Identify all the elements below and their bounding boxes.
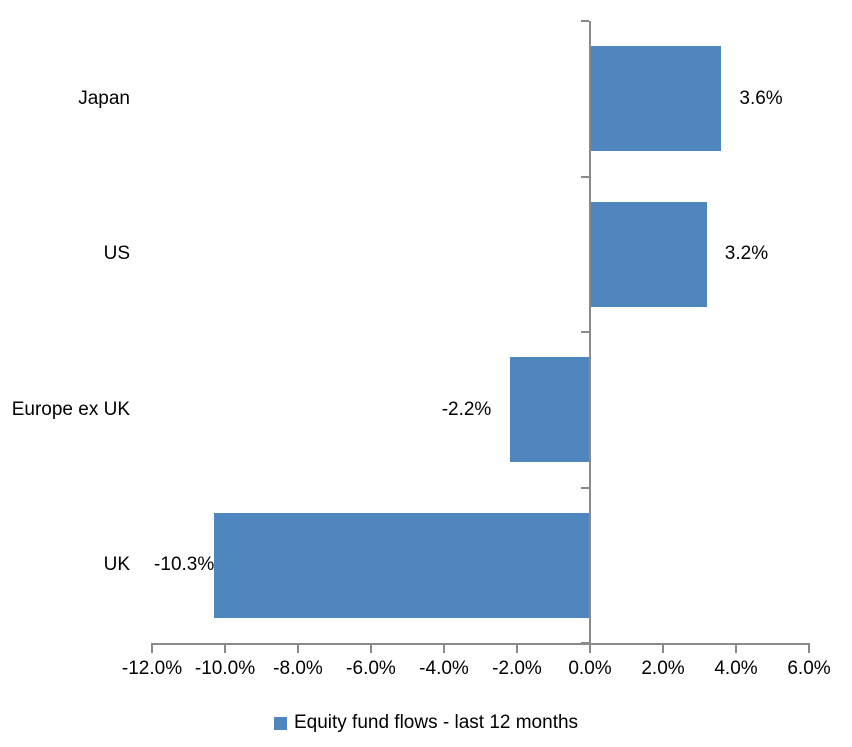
bar [509, 357, 590, 463]
category-axis-line [589, 21, 591, 645]
legend: Equity fund flows - last 12 months [0, 712, 852, 734]
value-axis-tick-label: 6.0% [787, 658, 831, 679]
value-axis-tick [443, 643, 445, 653]
category-label: US [103, 243, 130, 265]
category-label: Europe ex UK [11, 398, 130, 420]
data-label: -2.2% [441, 398, 492, 420]
category-axis-tick [581, 20, 589, 22]
bar [214, 512, 590, 618]
bar [590, 46, 722, 152]
value-axis-tick [370, 643, 372, 653]
value-axis-tick-label: 4.0% [714, 658, 758, 679]
value-axis-line [151, 643, 810, 645]
value-axis-tick-label: -4.0% [419, 658, 469, 679]
category-label: UK [103, 554, 130, 576]
legend-marker-icon [273, 716, 287, 730]
category-axis-tick [581, 331, 589, 333]
data-label: 3.6% [739, 87, 783, 109]
data-label: -10.3% [154, 554, 215, 576]
legend-series-label: Equity fund flows - last 12 months [293, 712, 579, 733]
value-axis-tick-label: -10.0% [194, 658, 256, 679]
value-axis-tick-label: -6.0% [346, 658, 396, 679]
category-axis-tick [581, 175, 589, 178]
category-label: Japan [78, 87, 130, 109]
value-axis-tick-label: 0.0% [568, 658, 612, 679]
value-axis-tick [151, 643, 153, 653]
value-axis-tick-label: -2.0% [492, 658, 542, 679]
data-label: 3.2% [724, 243, 769, 265]
bar [590, 201, 707, 307]
value-axis-tick-label: -12.0% [121, 658, 183, 679]
value-axis-tick [735, 643, 737, 653]
value-axis-tick [808, 643, 810, 653]
value-axis-tick-label: -8.0% [273, 658, 323, 679]
value-axis-tick [516, 643, 518, 653]
value-axis-tick [662, 643, 664, 653]
value-axis-tick [589, 643, 591, 653]
value-axis-tick [297, 643, 299, 653]
value-axis-tick [224, 643, 226, 653]
value-axis-tick-label: 2.0% [641, 658, 685, 679]
category-axis-tick [581, 486, 589, 489]
